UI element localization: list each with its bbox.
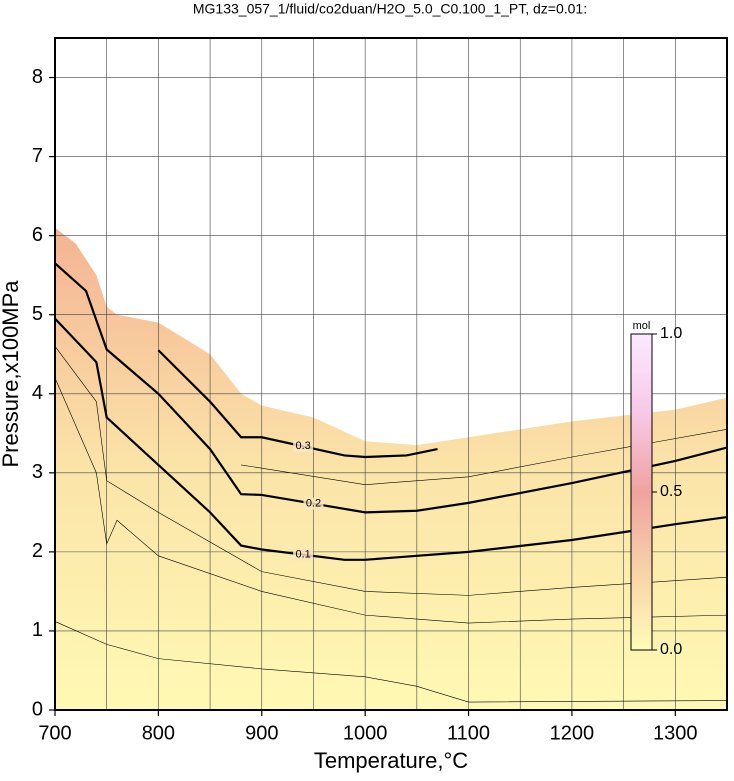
thin-contour bbox=[54, 346, 728, 596]
y-tick-label: 8 bbox=[32, 66, 43, 88]
contour-line bbox=[54, 262, 728, 514]
colorbar-label: mol bbox=[633, 320, 651, 332]
x-tick-label: 1300 bbox=[653, 722, 698, 744]
chart-title: MG133_057_1/fluid/co2duan/H2O_5.0_C0.100… bbox=[193, 1, 587, 17]
x-tick-label: 800 bbox=[142, 722, 175, 744]
y-axis-label: Pressure,x100MPa bbox=[0, 280, 23, 468]
x-tick-label: 1100 bbox=[447, 722, 490, 744]
contour-label-bg bbox=[293, 548, 314, 561]
thin-contour bbox=[54, 377, 728, 624]
contour-label: 0.3 bbox=[295, 440, 310, 452]
contour-line bbox=[54, 317, 728, 561]
colorbar bbox=[630, 333, 653, 651]
thin-contour bbox=[241, 429, 728, 485]
contour-label-bg bbox=[293, 440, 314, 453]
y-tick-label: 3 bbox=[32, 461, 43, 483]
y-tick-label: 0 bbox=[32, 698, 43, 720]
plot-frame bbox=[54, 37, 728, 711]
y-tick-label: 6 bbox=[32, 224, 43, 246]
filled-region bbox=[55, 227, 727, 710]
y-tick-label: 2 bbox=[32, 540, 43, 562]
colorbar-tick-label: 0.5 bbox=[660, 483, 682, 500]
colorbar-tick-label: 0.0 bbox=[660, 641, 682, 658]
contour-label: 0.1 bbox=[295, 549, 310, 561]
thin-contour bbox=[54, 621, 728, 703]
contour-label: 0.2 bbox=[306, 498, 321, 510]
x-tick-label: 700 bbox=[38, 722, 71, 744]
x-tick-label: 1000 bbox=[343, 722, 388, 744]
y-tick-label: 5 bbox=[32, 303, 43, 325]
x-tick-label: 900 bbox=[245, 722, 278, 744]
y-tick-label: 4 bbox=[32, 382, 43, 404]
x-tick-label: 1200 bbox=[550, 722, 595, 744]
colorbar-tick-label: 1.0 bbox=[660, 325, 682, 342]
contour-label-bg bbox=[303, 497, 324, 510]
y-tick-label: 1 bbox=[32, 619, 43, 641]
x-axis-label: Temperature,°C bbox=[314, 748, 468, 773]
y-tick-label: 7 bbox=[32, 145, 43, 167]
